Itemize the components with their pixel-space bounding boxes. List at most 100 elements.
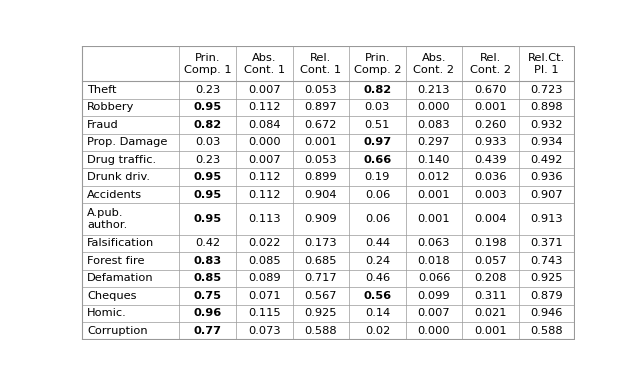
Text: 0.492: 0.492 bbox=[530, 155, 562, 165]
Text: 0.56: 0.56 bbox=[364, 291, 392, 301]
Text: Prin.
Comp. 1: Prin. Comp. 1 bbox=[184, 53, 231, 75]
Text: Prop. Damage: Prop. Damage bbox=[87, 138, 167, 147]
Text: 0.899: 0.899 bbox=[305, 172, 337, 182]
Text: 0.018: 0.018 bbox=[418, 256, 450, 266]
Text: 0.743: 0.743 bbox=[530, 256, 563, 266]
Text: 0.208: 0.208 bbox=[474, 274, 507, 283]
Text: 0.670: 0.670 bbox=[474, 85, 507, 95]
Text: Drug traffic.: Drug traffic. bbox=[87, 155, 157, 165]
Text: 0.115: 0.115 bbox=[248, 308, 281, 318]
Text: 0.260: 0.260 bbox=[474, 120, 507, 130]
Text: 0.084: 0.084 bbox=[248, 120, 281, 130]
Text: 0.06: 0.06 bbox=[365, 214, 390, 224]
Text: Homic.: Homic. bbox=[87, 308, 127, 318]
Text: 0.77: 0.77 bbox=[194, 326, 222, 336]
Text: Prin.
Comp. 2: Prin. Comp. 2 bbox=[353, 53, 401, 75]
Text: 0.000: 0.000 bbox=[418, 102, 450, 112]
Text: Defamation: Defamation bbox=[87, 274, 154, 283]
Text: 0.567: 0.567 bbox=[305, 291, 337, 301]
Text: 0.588: 0.588 bbox=[305, 326, 337, 336]
Text: 0.085: 0.085 bbox=[248, 256, 281, 266]
Text: 0.95: 0.95 bbox=[194, 102, 222, 112]
Text: 0.213: 0.213 bbox=[418, 85, 450, 95]
Text: 0.036: 0.036 bbox=[474, 172, 507, 182]
Text: 0.717: 0.717 bbox=[305, 274, 337, 283]
Text: 0.001: 0.001 bbox=[418, 189, 450, 200]
Text: 0.371: 0.371 bbox=[530, 238, 563, 248]
Text: 0.946: 0.946 bbox=[530, 308, 562, 318]
Text: 0.83: 0.83 bbox=[194, 256, 222, 266]
Text: 0.439: 0.439 bbox=[474, 155, 507, 165]
Text: 0.907: 0.907 bbox=[530, 189, 563, 200]
Text: 0.003: 0.003 bbox=[474, 189, 507, 200]
Text: 0.95: 0.95 bbox=[194, 189, 222, 200]
Text: 0.089: 0.089 bbox=[248, 274, 281, 283]
Text: Abs.
Cont. 1: Abs. Cont. 1 bbox=[243, 53, 285, 75]
Text: 0.934: 0.934 bbox=[530, 138, 563, 147]
Text: 0.909: 0.909 bbox=[305, 214, 337, 224]
Text: Theft: Theft bbox=[87, 85, 117, 95]
Text: 0.932: 0.932 bbox=[530, 120, 563, 130]
Text: 0.24: 0.24 bbox=[365, 256, 390, 266]
Text: Rel.Ct.
Pl. 1: Rel.Ct. Pl. 1 bbox=[528, 53, 565, 75]
Text: 0.904: 0.904 bbox=[305, 189, 337, 200]
Text: 0.44: 0.44 bbox=[365, 238, 390, 248]
Text: Drunk driv.: Drunk driv. bbox=[87, 172, 150, 182]
Text: 0.897: 0.897 bbox=[305, 102, 337, 112]
Text: 0.140: 0.140 bbox=[418, 155, 450, 165]
Text: 0.925: 0.925 bbox=[305, 308, 337, 318]
Text: 0.898: 0.898 bbox=[530, 102, 563, 112]
Text: Rel.
Cont. 2: Rel. Cont. 2 bbox=[470, 53, 511, 75]
Text: 0.672: 0.672 bbox=[305, 120, 337, 130]
Text: 0.112: 0.112 bbox=[248, 172, 281, 182]
Text: 0.071: 0.071 bbox=[248, 291, 281, 301]
Text: 0.42: 0.42 bbox=[195, 238, 220, 248]
Text: Accidents: Accidents bbox=[87, 189, 142, 200]
Text: 0.007: 0.007 bbox=[248, 85, 281, 95]
Text: 0.173: 0.173 bbox=[305, 238, 337, 248]
Text: 0.004: 0.004 bbox=[474, 214, 507, 224]
Text: 0.000: 0.000 bbox=[248, 138, 281, 147]
Text: 0.03: 0.03 bbox=[195, 138, 220, 147]
Text: 0.311: 0.311 bbox=[474, 291, 507, 301]
Text: 0.000: 0.000 bbox=[418, 326, 450, 336]
Text: 0.933: 0.933 bbox=[474, 138, 507, 147]
Text: Forest fire: Forest fire bbox=[87, 256, 144, 266]
Text: Abs.
Cont. 2: Abs. Cont. 2 bbox=[413, 53, 454, 75]
Text: 0.46: 0.46 bbox=[365, 274, 390, 283]
Text: 0.063: 0.063 bbox=[418, 238, 450, 248]
Text: 0.297: 0.297 bbox=[418, 138, 450, 147]
Text: 0.19: 0.19 bbox=[365, 172, 390, 182]
Text: 0.012: 0.012 bbox=[418, 172, 450, 182]
Text: 0.057: 0.057 bbox=[474, 256, 507, 266]
Text: 0.66: 0.66 bbox=[364, 155, 392, 165]
Text: 0.001: 0.001 bbox=[418, 214, 450, 224]
Text: 0.95: 0.95 bbox=[194, 172, 222, 182]
Text: Falsification: Falsification bbox=[87, 238, 155, 248]
Text: 0.053: 0.053 bbox=[305, 155, 337, 165]
Text: 0.021: 0.021 bbox=[474, 308, 507, 318]
Text: 0.001: 0.001 bbox=[474, 102, 507, 112]
Text: 0.82: 0.82 bbox=[194, 120, 222, 130]
Text: 0.936: 0.936 bbox=[530, 172, 563, 182]
Text: 0.112: 0.112 bbox=[248, 102, 281, 112]
Text: 0.007: 0.007 bbox=[248, 155, 281, 165]
Text: 0.723: 0.723 bbox=[530, 85, 563, 95]
Text: A.pub.
author.: A.pub. author. bbox=[87, 208, 127, 230]
Text: 0.001: 0.001 bbox=[305, 138, 337, 147]
Text: 0.083: 0.083 bbox=[418, 120, 450, 130]
Text: 0.099: 0.099 bbox=[418, 291, 450, 301]
Text: 0.96: 0.96 bbox=[194, 308, 222, 318]
Text: 0.879: 0.879 bbox=[530, 291, 563, 301]
Text: 0.02: 0.02 bbox=[365, 326, 390, 336]
Text: 0.113: 0.113 bbox=[248, 214, 281, 224]
Text: Robbery: Robbery bbox=[87, 102, 135, 112]
Text: 0.14: 0.14 bbox=[365, 308, 390, 318]
Text: 0.85: 0.85 bbox=[194, 274, 222, 283]
Text: 0.007: 0.007 bbox=[418, 308, 450, 318]
Text: 0.97: 0.97 bbox=[364, 138, 392, 147]
Text: 0.06: 0.06 bbox=[365, 189, 390, 200]
Text: 0.112: 0.112 bbox=[248, 189, 281, 200]
Text: 0.198: 0.198 bbox=[474, 238, 507, 248]
Text: 0.685: 0.685 bbox=[305, 256, 337, 266]
